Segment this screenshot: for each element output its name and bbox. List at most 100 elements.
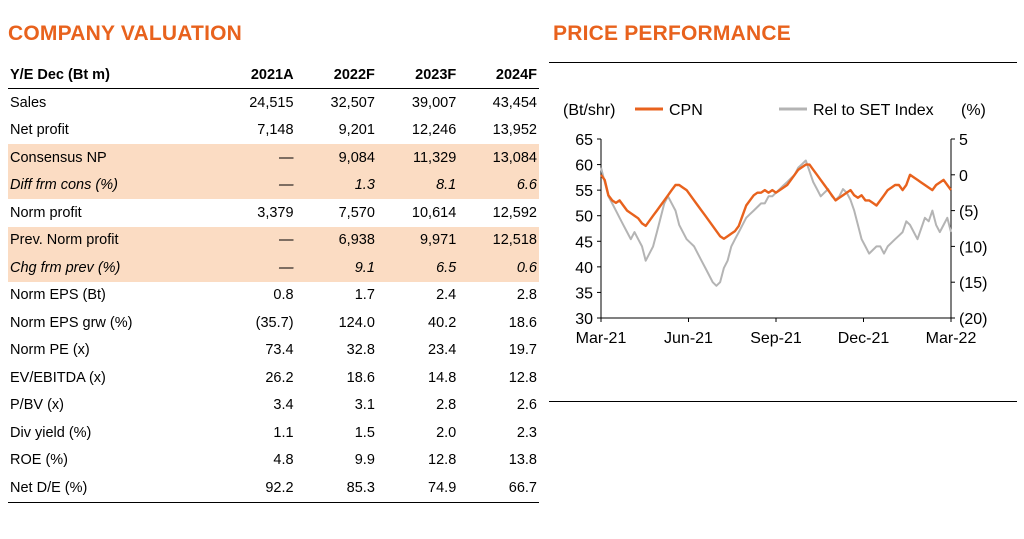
- header-year: 2023F: [374, 62, 457, 89]
- x-tick-label: Dec-21: [838, 330, 890, 347]
- row-value: 12,518: [456, 226, 539, 254]
- row-value: 6.6: [456, 171, 539, 199]
- header-label: Y/E Dec (Bt m): [8, 62, 211, 89]
- row-value: 1.5: [354, 424, 375, 441]
- row-value: 2.6: [516, 397, 537, 414]
- row-value: 40.2: [428, 314, 457, 331]
- row-value: 9,201: [338, 122, 375, 139]
- row-value: 39,007: [411, 94, 457, 111]
- row-value: 0.6: [456, 254, 539, 282]
- row-value: —: [210, 226, 294, 254]
- row-value: 19.7: [508, 342, 537, 359]
- table-row: Net D/E (%) 92.2 85.3 74.9 66.7: [8, 474, 539, 503]
- left-tick-label: 55: [575, 183, 593, 200]
- row-value: 13.8: [508, 452, 537, 469]
- header-year: 2024F: [456, 62, 539, 89]
- row-value: 13,084: [456, 144, 539, 172]
- row-label: Chg frm prev (%): [8, 254, 211, 282]
- row-value: —: [210, 254, 294, 282]
- row-value: 43,454: [492, 94, 537, 111]
- row-value: 12,592: [492, 204, 537, 221]
- row-value: 12.8: [428, 452, 457, 469]
- row-value: 10,614: [411, 204, 457, 221]
- row-value: 23.4: [428, 342, 457, 359]
- x-tick-label: Mar-22: [926, 330, 977, 347]
- x-tick-label: Jun-21: [664, 330, 713, 347]
- table-row: Norm EPS (Bt) 0.8 1.7 2.4 2.8: [8, 282, 539, 310]
- table-row: Chg frm prev (%) —9.1 6.5 0.6: [8, 254, 539, 282]
- right-tick-label: (5): [959, 204, 979, 221]
- row-value: 12.8: [508, 369, 537, 386]
- row-value: 26.2: [265, 369, 294, 386]
- row-value: 3.1: [354, 397, 375, 414]
- row-value: 2.8: [516, 287, 537, 304]
- row-value: 9,971: [374, 226, 457, 254]
- row-label: Net D/E (%): [8, 474, 211, 503]
- left-tick-label: 35: [575, 285, 593, 302]
- row-value: 6,938: [293, 226, 375, 254]
- row-value: 2.8: [436, 397, 457, 414]
- row-value: 9,084: [293, 144, 375, 172]
- row-value: 12,246: [411, 122, 457, 139]
- valuation-table: Y/E Dec (Bt m) 2021A 2022F 2023F 2024F S…: [8, 62, 539, 503]
- row-label: P/BV (x): [10, 397, 64, 414]
- left-tick-label: 40: [575, 260, 593, 277]
- row-value: 32.8: [346, 342, 375, 359]
- right-tick-label: (15): [959, 275, 987, 292]
- header-year: 2021A: [210, 62, 294, 89]
- right-tick-label: 5: [959, 132, 968, 149]
- table-row: Norm PE (x) 73.4 32.8 23.4 19.7: [8, 337, 539, 365]
- row-value: 66.7: [456, 474, 539, 503]
- row-value: 74.9: [374, 474, 457, 503]
- row-value: 1.7: [354, 287, 375, 304]
- row-value: 8.1: [374, 171, 457, 199]
- table-row: Prev. Norm profit —6,938 9,971 12,518: [8, 226, 539, 254]
- row-value: 24,515: [249, 94, 294, 111]
- row-label: Div yield (%): [10, 424, 92, 441]
- row-value: 9.1: [293, 254, 375, 282]
- row-value: 7,148: [257, 122, 294, 139]
- x-tick-label: Mar-21: [576, 330, 627, 347]
- chart-bottom-rule: [549, 401, 1017, 402]
- row-value: 2.4: [436, 287, 457, 304]
- row-label: Prev. Norm profit: [8, 226, 211, 254]
- right-axis-label: (%): [961, 102, 986, 119]
- table-row: Sales 24,515 32,507 39,007 43,454: [8, 89, 539, 117]
- table-header-row: Y/E Dec (Bt m) 2021A 2022F 2023F 2024F: [8, 62, 539, 89]
- right-tick-label: (20): [959, 311, 987, 328]
- table-row: Norm profit 3,379 7,570 10,614 12,592: [8, 199, 539, 227]
- left-tick-label: 30: [575, 311, 593, 328]
- row-value: 6.5: [374, 254, 457, 282]
- row-value: 2.0: [436, 424, 457, 441]
- row-label: Consensus NP: [8, 144, 211, 172]
- left-axis-label: (Bt/shr): [563, 102, 615, 119]
- row-label: Norm PE (x): [10, 342, 90, 359]
- header-year: 2022F: [293, 62, 375, 89]
- row-value: 9.9: [354, 452, 375, 469]
- price-performance-chart: 65 60 55 50 45 40 35 30 5 0 (5) (10) (15) (20) Mar-21 J…: [549, 62, 1024, 402]
- row-value: 92.2: [210, 474, 294, 503]
- series-line-rel-set: [600, 159, 952, 287]
- row-value: 18.6: [508, 314, 537, 331]
- left-tick-label: 50: [575, 209, 593, 226]
- row-value: 124.0: [338, 314, 375, 331]
- row-value: 13,952: [492, 122, 537, 139]
- row-label: Sales: [10, 94, 47, 111]
- right-tick-label: 0: [959, 168, 968, 185]
- row-value: 18.6: [346, 369, 375, 386]
- row-label: ROE (%): [10, 452, 68, 469]
- row-value: 85.3: [293, 474, 375, 503]
- left-tick-label: 65: [575, 132, 593, 149]
- row-value: 32,507: [330, 94, 375, 111]
- row-value: —: [210, 171, 294, 199]
- table-row: Consensus NP —9,084 11,329 13,084: [8, 144, 539, 172]
- x-tick-label: Sep-21: [750, 330, 802, 347]
- table-row: ROE (%) 4.8 9.9 12.8 13.8: [8, 447, 539, 475]
- row-label: EV/EBITDA (x): [10, 369, 106, 386]
- row-value: 2.3: [516, 424, 537, 441]
- table-row: P/BV (x) 3.4 3.1 2.8 2.6: [8, 392, 539, 420]
- row-value: 11,329: [374, 144, 457, 172]
- legend-label: CPN: [669, 102, 703, 119]
- series-line-cpn: [600, 163, 952, 240]
